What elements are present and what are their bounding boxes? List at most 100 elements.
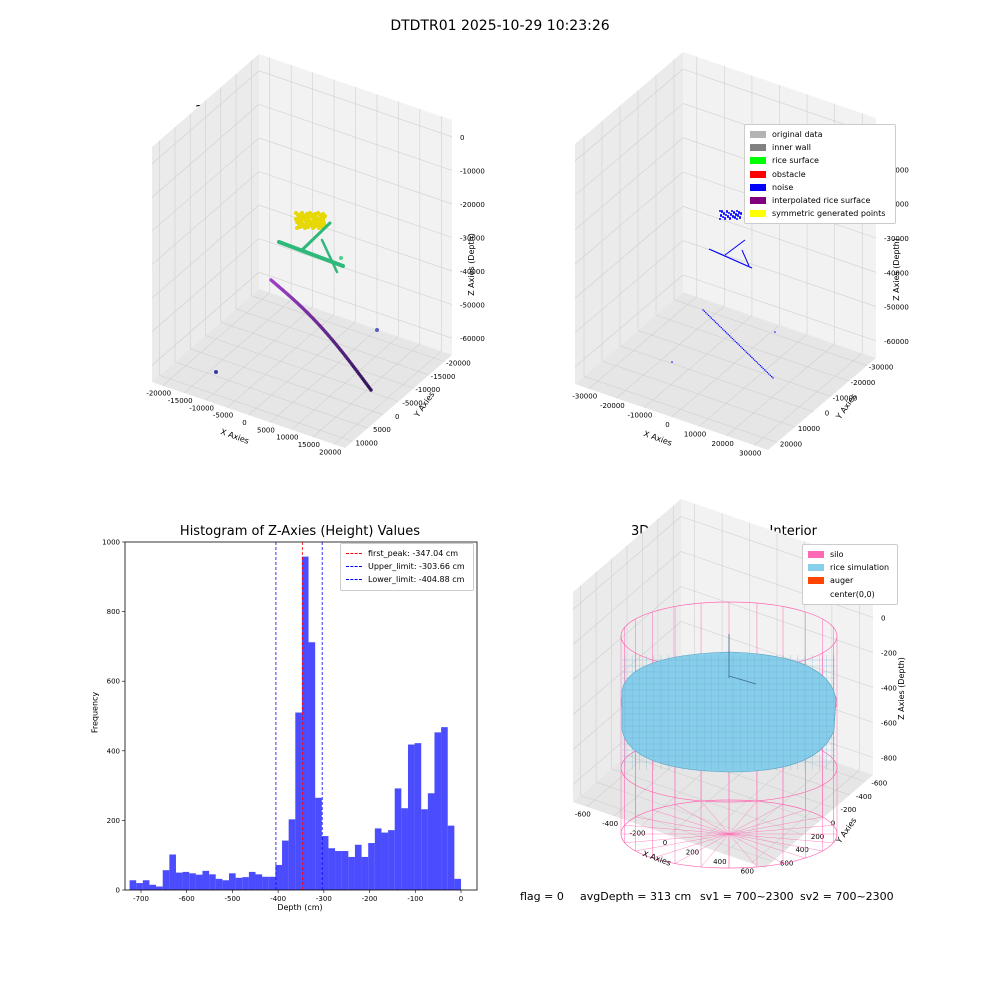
simulation-legend: silo rice simulation auger center(0,0) — [802, 544, 898, 605]
histogram-bar — [136, 883, 143, 890]
legend-entry: Upper_limit: -303.66 cm — [346, 560, 468, 573]
point-noise — [714, 321, 717, 323]
histogram-bar — [295, 712, 302, 890]
legend-label: obstacle — [772, 169, 806, 179]
legend-entry: Lower_limit: -404.88 cm — [346, 573, 468, 586]
point-noise — [719, 210, 721, 212]
point-yellow — [312, 225, 316, 229]
point-noise — [736, 210, 738, 212]
histogram-frame — [124, 541, 478, 891]
point-noise — [726, 332, 728, 334]
histogram-bar — [368, 843, 375, 890]
point-noise — [738, 344, 741, 347]
point-green — [339, 256, 343, 260]
silo-line — [674, 833, 730, 864]
histogram-legend: first_peak: -347.04 cm Upper_limit: -303.… — [340, 543, 474, 591]
histogram-bar — [156, 886, 163, 890]
x-tick-label: 0 — [663, 839, 667, 847]
y-tick-label: 200 — [811, 833, 824, 841]
y-tick-label: 800 — [107, 608, 120, 616]
histogram-bar — [441, 727, 448, 890]
legend-label: rice surface — [772, 156, 819, 166]
point-yellow — [310, 213, 314, 217]
point-noise — [705, 312, 707, 314]
z-tick-label: -30000 — [460, 235, 485, 243]
histogram-bar — [315, 797, 322, 890]
y-tick-label: 0 — [395, 413, 399, 421]
histogram-bar — [454, 878, 461, 890]
point-noise — [740, 212, 742, 214]
y-tick-label: 1000 — [102, 539, 120, 547]
x-tick-label: -10000 — [189, 404, 214, 412]
histogram-bar — [175, 872, 183, 890]
histogram-bar — [142, 880, 150, 890]
point-noise — [738, 211, 740, 213]
point-noise — [736, 218, 738, 220]
x-tick-label: -100 — [407, 895, 423, 903]
x-tick-label: -30000 — [572, 393, 597, 401]
z-tick-label: -200 — [881, 650, 897, 658]
x-tick-label: -500 — [224, 895, 240, 903]
legend-swatch — [750, 210, 766, 218]
silo-line — [624, 825, 730, 835]
legend-swatch — [346, 566, 362, 568]
point-noise — [774, 331, 776, 333]
histogram-bar — [242, 877, 249, 890]
histogram-bar — [301, 556, 309, 890]
histogram-bar — [162, 870, 170, 890]
point-yellow — [296, 219, 300, 223]
legend-label: rice simulation — [830, 563, 890, 573]
histogram-bar — [434, 732, 442, 890]
y-tick-label: 10000 — [798, 425, 820, 433]
silo-line — [728, 809, 806, 835]
classify-legend: original data inner wall rice surface obsta… — [744, 124, 896, 225]
histogram-bar — [282, 840, 289, 890]
point-noise — [712, 318, 714, 321]
point-noise — [762, 367, 764, 370]
histogram-bar — [361, 856, 369, 890]
histogram-bar — [209, 874, 216, 890]
sv2-text: sv2 = 700~2300 — [800, 890, 894, 903]
x-tick-label: 5000 — [257, 426, 275, 434]
x-tick-label: -15000 — [168, 397, 193, 405]
point-noise — [724, 331, 727, 333]
point-noise — [734, 216, 736, 218]
silo-line — [700, 833, 730, 867]
z-tick-label: -20000 — [460, 201, 485, 209]
y-tick-label: 400 — [107, 747, 120, 755]
legend-swatch — [808, 564, 824, 572]
z-tick-label: -40000 — [884, 269, 909, 277]
z-tick-label: -600 — [881, 720, 897, 728]
point-noise — [716, 322, 718, 325]
point-noise — [719, 218, 721, 220]
legend-entry: original data — [750, 128, 890, 141]
point-noise — [723, 212, 725, 214]
legend-entry: rice surface — [750, 154, 890, 167]
histogram-bar — [229, 873, 236, 890]
point-noise — [734, 340, 736, 342]
legend-label: inner wall — [772, 143, 812, 153]
silo-line — [728, 825, 834, 835]
x-tick-label: 20000 — [319, 448, 341, 456]
point-noise — [761, 366, 763, 368]
legend-swatch — [346, 553, 362, 555]
point-yellow — [300, 211, 304, 215]
green-surface-line — [300, 221, 332, 252]
histogram-bar — [414, 743, 422, 890]
point-yellow — [298, 215, 302, 219]
point-noise — [725, 214, 727, 216]
x-tick-label: 30000 — [739, 449, 761, 457]
point-yellow — [302, 223, 306, 227]
z-tick-label: -10000 — [460, 167, 485, 175]
point-noise — [755, 360, 757, 363]
silo-line — [728, 833, 823, 852]
histogram-bar — [222, 880, 229, 890]
x-tick-label: 0 — [665, 421, 669, 429]
point-noise — [728, 212, 730, 214]
silo-line — [728, 833, 834, 843]
legend-swatch — [750, 183, 766, 191]
z-tick-label: -40000 — [460, 268, 485, 276]
histogram-bar — [381, 832, 389, 890]
